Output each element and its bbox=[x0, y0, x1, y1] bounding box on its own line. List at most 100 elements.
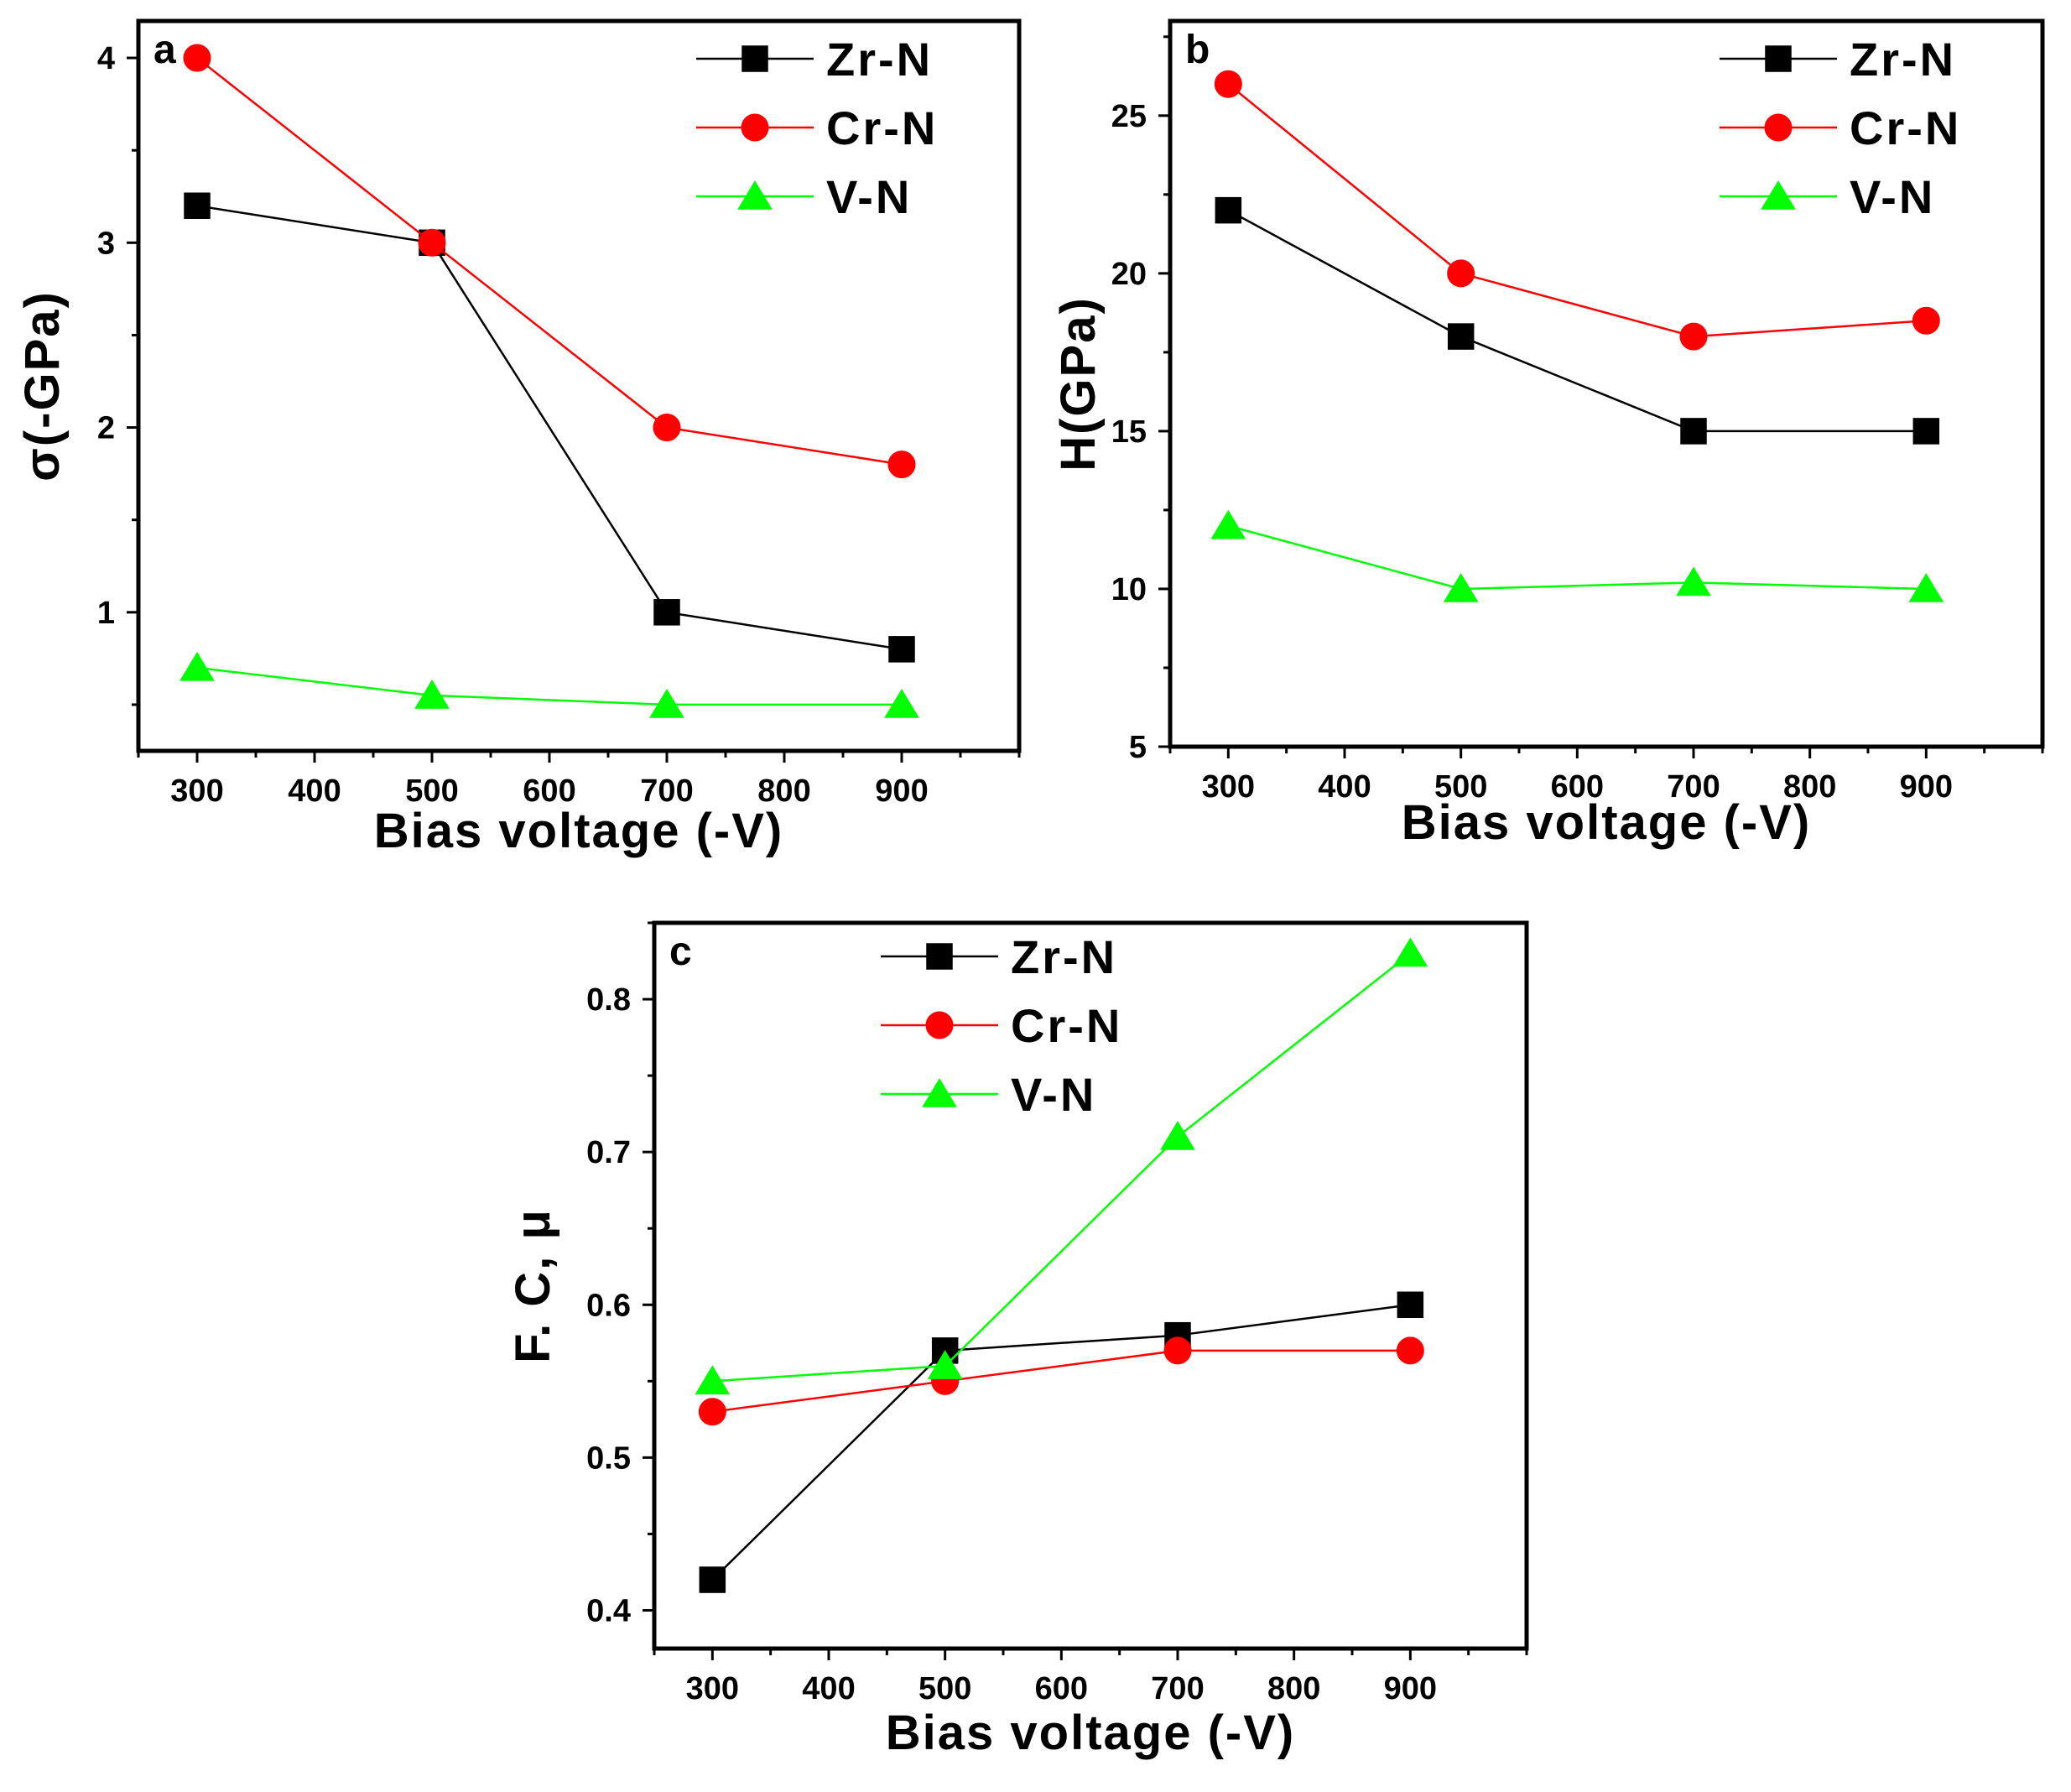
data-point bbox=[1679, 322, 1708, 351]
data-point bbox=[1160, 1120, 1195, 1150]
y-tick-label: 25 bbox=[1111, 99, 1147, 134]
data-point bbox=[1680, 418, 1707, 445]
legend-marker bbox=[742, 45, 768, 72]
legend-marker bbox=[922, 1078, 957, 1107]
x-tick-label: 500 bbox=[918, 1671, 971, 1706]
data-point bbox=[1210, 509, 1246, 539]
x-tick-label: 300 bbox=[686, 1671, 739, 1706]
data-point bbox=[1912, 418, 1940, 445]
legend-label: Cr-N bbox=[826, 102, 938, 154]
data-point bbox=[183, 44, 211, 72]
y-axis-label: σ(-GPa) bbox=[15, 290, 70, 482]
x-tick-label: 400 bbox=[802, 1671, 855, 1706]
x-tick-label: 700 bbox=[1667, 769, 1720, 805]
data-point bbox=[888, 636, 915, 663]
data-point bbox=[653, 414, 681, 442]
legend-label: Zr-N bbox=[1850, 33, 1956, 86]
series-line bbox=[1227, 83, 1927, 338]
x-tick-label: 400 bbox=[1318, 769, 1371, 805]
data-point bbox=[418, 228, 446, 257]
plot-frame bbox=[1168, 18, 2045, 749]
data-point bbox=[1215, 196, 1242, 224]
data-point bbox=[1447, 259, 1475, 288]
series-line bbox=[711, 1304, 1411, 1581]
data-point bbox=[649, 688, 684, 718]
data-point bbox=[414, 679, 450, 709]
chart-panel-a: 300 400 500 600 700 800 900 1 2 3 4 Bias voltage (-… bbox=[15, 18, 1022, 858]
data-point bbox=[699, 1566, 726, 1593]
x-axis-label: Bias voltage (-V) bbox=[886, 1706, 1295, 1760]
panel-label: c bbox=[669, 930, 692, 974]
y-tick-label: 20 bbox=[1111, 257, 1147, 292]
y-tick-label: 2 bbox=[97, 411, 115, 446]
y-tick-label: 0.7 bbox=[586, 1135, 631, 1170]
data-point bbox=[1397, 1291, 1424, 1319]
data-point bbox=[1676, 566, 1711, 596]
series-v-n bbox=[695, 937, 1428, 1395]
legend-marker bbox=[1764, 113, 1793, 142]
x-axis-label: Bias voltage (-V) bbox=[1402, 795, 1811, 850]
panel-label: b bbox=[1185, 28, 1210, 72]
x-tick-label: 900 bbox=[875, 774, 928, 809]
x-tick-label: 600 bbox=[523, 774, 575, 809]
legend-label: Cr-N bbox=[1850, 102, 1961, 154]
data-point bbox=[884, 688, 919, 718]
series-v-n bbox=[1210, 509, 1944, 602]
series-line bbox=[196, 57, 903, 466]
data-point bbox=[698, 1398, 726, 1426]
series-line bbox=[196, 205, 903, 651]
y-tick-label: 0.8 bbox=[586, 982, 631, 1018]
legend-label: Zr-N bbox=[826, 33, 933, 86]
data-point bbox=[180, 651, 215, 681]
series-zr-n bbox=[699, 1291, 1424, 1593]
plot-frame bbox=[652, 920, 1529, 1651]
data-point bbox=[1163, 1336, 1192, 1365]
legend-marker bbox=[926, 943, 953, 970]
y-axis-label: H(GPa) bbox=[1051, 296, 1106, 471]
data-point bbox=[1443, 572, 1479, 602]
x-tick-label: 500 bbox=[405, 774, 458, 809]
chart-panel-c: 300 400 500 600 700 800 900 0.4 0.5 0.6 0.7 0.8 Bias… bbox=[506, 920, 1529, 1760]
y-tick-label: 15 bbox=[1111, 414, 1147, 450]
series-line bbox=[712, 1349, 1411, 1413]
legend-label: V-N bbox=[1850, 170, 1935, 223]
x-tick-label: 300 bbox=[170, 774, 223, 809]
data-point bbox=[1447, 323, 1475, 350]
y-axis-label: F. C, μ bbox=[506, 1208, 560, 1363]
data-point bbox=[1214, 70, 1242, 98]
series-line bbox=[712, 952, 1412, 1383]
y-tick-label: 0.6 bbox=[586, 1288, 631, 1323]
x-tick-label: 400 bbox=[288, 774, 341, 809]
series-v-n bbox=[180, 651, 919, 718]
x-tick-label: 900 bbox=[1900, 769, 1953, 805]
legend: Zr-N Cr-N V-N bbox=[1720, 33, 1961, 223]
legend: Zr-N Cr-N V-N bbox=[696, 33, 938, 223]
x-tick-label: 300 bbox=[1202, 769, 1255, 805]
legend-marker bbox=[737, 180, 773, 210]
series-cr-n bbox=[1214, 70, 1940, 351]
panel-label: a bbox=[154, 28, 176, 72]
series-cr-n bbox=[698, 1336, 1424, 1426]
data-point bbox=[695, 1365, 731, 1395]
data-point bbox=[1912, 306, 1940, 335]
legend-marker bbox=[925, 1011, 954, 1039]
x-tick-label: 500 bbox=[1434, 769, 1487, 805]
x-tick-label: 800 bbox=[1783, 769, 1836, 805]
chart-panel-b: 300 400 500 600 700 800 900 5 10 15 20 25 Bias volta… bbox=[1051, 18, 2045, 850]
data-point bbox=[184, 192, 211, 220]
x-tick-label: 600 bbox=[1035, 1671, 1088, 1706]
legend-label: V-N bbox=[1011, 1068, 1096, 1121]
legend-marker bbox=[1765, 45, 1792, 72]
series-zr-n bbox=[1215, 196, 1940, 445]
series-zr-n bbox=[184, 192, 915, 663]
y-tick-label: 10 bbox=[1111, 572, 1147, 607]
legend-label: Cr-N bbox=[1011, 999, 1122, 1052]
legend-marker bbox=[741, 113, 769, 142]
plot-frame bbox=[136, 18, 1022, 753]
y-tick-label: 0.4 bbox=[586, 1593, 631, 1628]
x-axis-label: Bias voltage (-V) bbox=[374, 804, 783, 858]
data-point bbox=[1392, 937, 1428, 967]
x-tick-label: 700 bbox=[640, 774, 693, 809]
legend-marker bbox=[1761, 180, 1796, 210]
